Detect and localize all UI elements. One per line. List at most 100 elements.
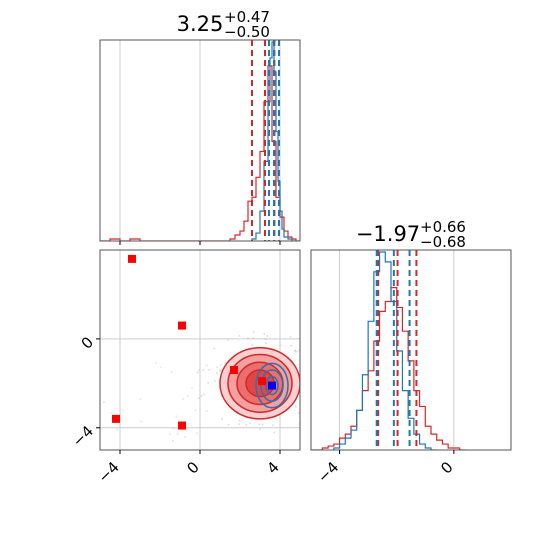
scatter-sample-point — [169, 433, 172, 436]
marker-red-5 — [258, 377, 266, 386]
scatter-sample-point — [294, 405, 297, 408]
scatter-sample-point — [238, 423, 241, 426]
hist-y-panel — [310, 249, 512, 454]
scatter-sample-point — [238, 335, 241, 338]
scatter-sample-point — [248, 422, 251, 425]
scatter-sample-point — [121, 408, 124, 411]
scatter-sample-point — [103, 401, 106, 404]
scatter-sample-point — [311, 359, 313, 361]
scatter-sample-point — [190, 387, 193, 390]
scatter-sample-point — [220, 369, 223, 372]
scatter-sample-point — [159, 366, 162, 369]
scatter-sample-point — [245, 423, 248, 426]
scatter-sample-point — [305, 375, 307, 377]
scatter-sample-point — [238, 419, 241, 422]
scatter-sample-point — [221, 418, 224, 421]
scatter-sample-point — [273, 431, 276, 434]
scatter-sample-point — [311, 404, 313, 406]
scatter-sample-point — [176, 432, 179, 435]
scatter-sample-point — [252, 337, 255, 340]
scatter-sample-point — [184, 435, 187, 438]
scatter-sample-point — [186, 394, 189, 397]
hist-y-hist-red — [311, 287, 466, 450]
scatter-sample-point — [259, 428, 262, 431]
hist-y-hist-blue — [333, 251, 437, 450]
contour-blue-level-1 — [260, 369, 284, 402]
scatter-sample-point — [305, 392, 307, 394]
scatter-sample-point — [196, 371, 199, 374]
scatter-sample-point — [198, 368, 201, 371]
hist-y-frame — [310, 249, 512, 451]
scatter-sample-point — [205, 364, 208, 367]
scatter-sample-point — [215, 372, 218, 375]
scatter-sample-point — [258, 423, 261, 426]
scatter-sample-point — [219, 364, 222, 367]
hist-y-x-tick-label: −4 — [314, 458, 342, 486]
scatter-sample-point — [155, 361, 158, 364]
scatter-sample-point — [207, 381, 210, 384]
scatter-sample-point — [301, 402, 303, 404]
scatter-sample-point — [294, 350, 297, 353]
scatter-sample-point — [203, 393, 206, 396]
scatter-sample-point — [200, 394, 203, 397]
scatter-sample-point — [263, 332, 266, 335]
scatter-sample-point — [197, 397, 200, 400]
scatter-sample-point — [213, 380, 216, 383]
scatter-sample-point — [188, 422, 191, 425]
marker-blue-0 — [268, 381, 276, 390]
scatter-sample-point — [227, 423, 230, 426]
scatter-sample-point — [139, 398, 142, 401]
marker-red-1 — [178, 321, 186, 330]
contour-blue-level-2 — [265, 375, 279, 396]
scatter-sample-point — [202, 368, 205, 371]
scatter-x-tick-label: 4 — [263, 458, 282, 477]
marker-red-0 — [128, 254, 136, 263]
scatter-sample-point — [303, 348, 305, 350]
hist-x-title-sub: −0.50 — [224, 23, 270, 41]
scatter-sample-point — [216, 366, 219, 369]
scatter-sample-point — [313, 358, 315, 360]
scatter-y-tick-label: 0 — [78, 333, 97, 352]
scatter-sample-point — [175, 415, 178, 418]
scatter-sample-point — [252, 330, 255, 333]
marker-red-3 — [112, 414, 120, 423]
scatter-sample-point — [266, 335, 269, 338]
scatter-y-tick-label: −4 — [69, 422, 97, 450]
scatter-x-tick-label: −4 — [94, 458, 122, 486]
scatter-sample-point — [213, 347, 216, 350]
scatter-sample-point — [140, 420, 143, 423]
scatter-sample-point — [290, 344, 293, 347]
scatter-sample-point — [261, 423, 264, 426]
scatter-sample-point — [313, 380, 315, 382]
scatter-panel — [96, 249, 319, 454]
scatter-sample-point — [195, 432, 198, 435]
scatter-x-tick-label: 0 — [183, 458, 202, 477]
scatter-sample-point — [306, 416, 308, 418]
scatter-sample-point — [170, 370, 173, 373]
marker-red-4 — [178, 421, 186, 430]
hist-y-title-sub: −0.68 — [420, 233, 466, 251]
scatter-sample-point — [224, 361, 227, 364]
scatter-sample-point — [294, 349, 297, 352]
hist-y-title: −1.97 — [356, 222, 420, 246]
scatter-sample-point — [271, 424, 274, 427]
scatter-sample-point — [182, 397, 185, 400]
scatter-sample-point — [317, 402, 319, 404]
scatter-sample-point — [303, 389, 305, 391]
scatter-sample-point — [279, 344, 282, 347]
scatter-sample-point — [309, 366, 311, 368]
scatter-sample-point — [289, 335, 292, 338]
scatter-sample-point — [265, 342, 268, 345]
hist-x-title-sup: +0.47 — [224, 8, 270, 26]
scatter-sample-point — [251, 344, 254, 347]
hist-y-x-tick-label: 0 — [437, 458, 456, 477]
hist-x-panel — [99, 39, 301, 245]
scatter-sample-point — [301, 406, 303, 408]
scatter-sample-point — [194, 409, 197, 412]
scatter-sample-point — [264, 338, 267, 341]
scatter-sample-point — [116, 428, 119, 431]
scatter-sample-point — [226, 338, 229, 341]
hist-x-title: 3.25 — [177, 12, 224, 36]
scatter-sample-point — [313, 354, 315, 356]
